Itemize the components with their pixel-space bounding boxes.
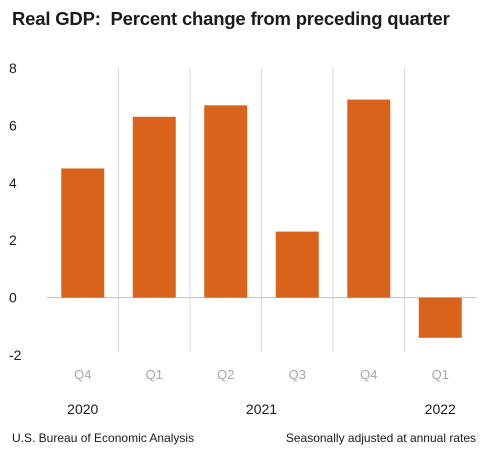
chart-title: Real GDP: Percent change from preceding … [12,8,450,29]
y-tick-label: 4 [9,175,17,191]
x-tick-label: Q2 [217,367,234,382]
bar-chart: -2 0 2 4 6 8 Q4 Q1 Q2 Q3 Q4 Q1 2020 2021 2022 [9,60,476,417]
bar [204,105,248,298]
y-tick-label: 8 [9,60,17,76]
x-tick-label: Q3 [289,367,306,382]
year-label: 2020 [67,401,98,417]
y-tick-label: 6 [9,117,17,133]
x-tick-label: Q1 [432,367,449,382]
bar [61,168,105,298]
y-tick-label: 2 [9,232,17,248]
bar [132,116,176,298]
bar [418,297,462,338]
y-tick-label: 0 [9,290,17,306]
x-tick-label: Q4 [360,367,377,382]
source-note: U.S. Bureau of Economic Analysis [12,431,195,445]
year-label: 2022 [425,401,456,417]
x-tick-label: Q1 [146,367,163,382]
adjustment-note: Seasonally adjusted at annual rates [285,431,476,445]
bar [275,231,319,298]
bar [347,99,391,298]
y-tick-label: -2 [9,347,22,363]
x-tick-label: Q4 [74,367,91,382]
year-label: 2021 [246,401,277,417]
